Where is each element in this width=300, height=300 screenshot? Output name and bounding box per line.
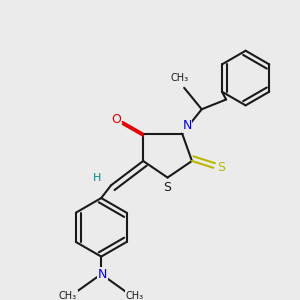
Text: S: S (164, 181, 172, 194)
Text: N: N (98, 268, 107, 281)
Text: S: S (217, 161, 225, 174)
Text: N: N (182, 119, 192, 132)
Text: O: O (111, 112, 121, 125)
Text: CH₃: CH₃ (59, 291, 77, 300)
Text: CH₃: CH₃ (170, 73, 188, 83)
Text: H: H (93, 172, 101, 183)
Text: CH₃: CH₃ (125, 291, 143, 300)
